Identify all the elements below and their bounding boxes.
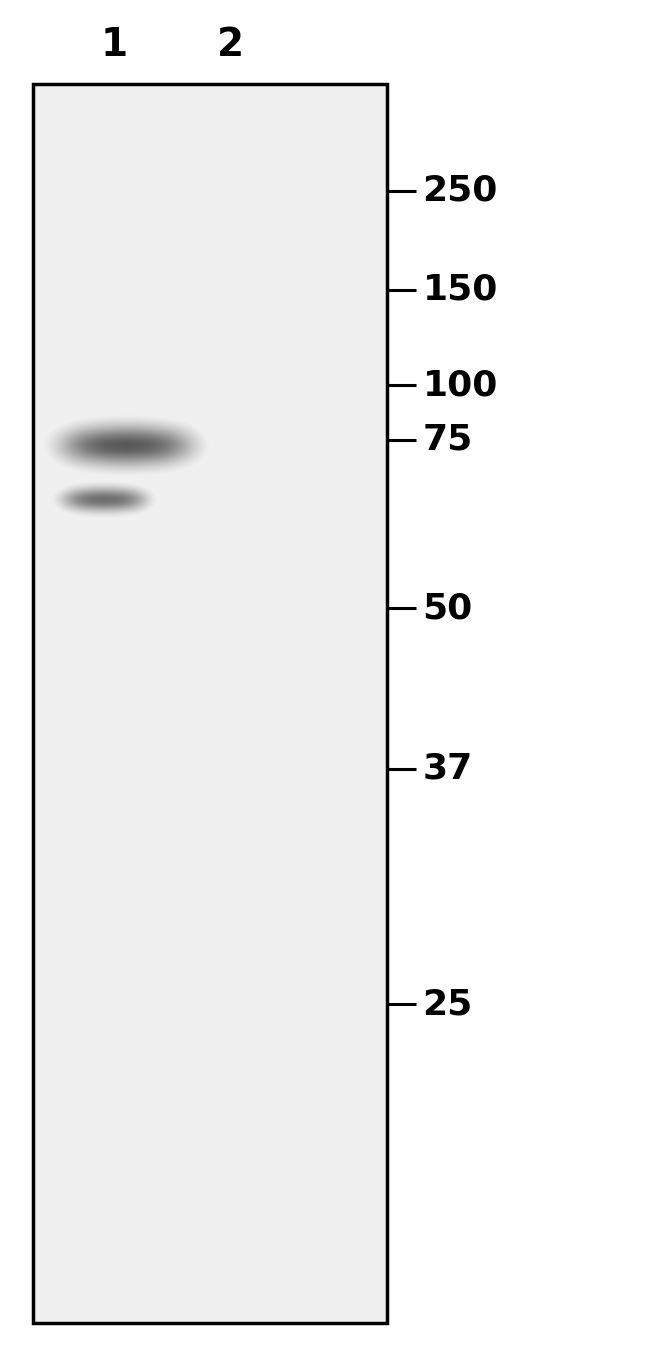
Bar	[32, 84, 387, 1323]
Text: 25: 25	[422, 988, 473, 1021]
Text: 2: 2	[217, 26, 244, 64]
Text: 150: 150	[422, 274, 498, 306]
Text: 100: 100	[422, 369, 498, 401]
Text: 250: 250	[422, 174, 498, 207]
Text: 1: 1	[100, 26, 127, 64]
Text: 75: 75	[422, 423, 473, 456]
Text: 50: 50	[422, 592, 473, 625]
Text: 37: 37	[422, 753, 473, 785]
